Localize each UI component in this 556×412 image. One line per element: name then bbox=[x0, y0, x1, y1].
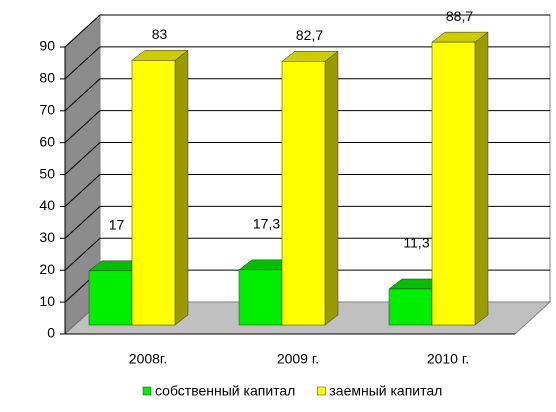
y-tick-label: 40 bbox=[39, 197, 55, 213]
value-label: 88,7 bbox=[446, 8, 473, 24]
grid-line-side bbox=[64, 142, 101, 175]
bar bbox=[281, 61, 326, 326]
value-label: 11,3 bbox=[403, 235, 429, 251]
grid-line-side bbox=[64, 205, 101, 239]
legend-swatch bbox=[317, 386, 326, 396]
y-tick-label: 70 bbox=[39, 101, 55, 117]
x-tick-label: 2009 г. bbox=[277, 351, 319, 367]
y-tick-label: 20 bbox=[39, 261, 55, 277]
bar bbox=[131, 60, 176, 326]
grid-line-side bbox=[64, 237, 101, 271]
y-tick-label: 0 bbox=[47, 325, 55, 341]
y-tick-label: 60 bbox=[39, 133, 55, 149]
bar bbox=[88, 270, 133, 326]
grid-line-side bbox=[64, 14, 101, 48]
legend-swatch bbox=[142, 386, 152, 396]
x-tick-label: 2010 г. bbox=[427, 351, 469, 367]
bar-side bbox=[174, 49, 189, 326]
value-label: 82,7 bbox=[296, 27, 323, 43]
grid-line-side bbox=[64, 110, 101, 144]
y-tick-label: 50 bbox=[39, 165, 55, 181]
bar-side bbox=[324, 50, 339, 326]
bar bbox=[388, 288, 433, 326]
bar bbox=[238, 269, 283, 326]
y-tick-label: 30 bbox=[39, 229, 55, 245]
legend-label: заемный капитал bbox=[329, 383, 442, 399]
y-tick-label: 80 bbox=[39, 70, 55, 86]
grid-line-side bbox=[64, 78, 101, 112]
y-tick-label: 10 bbox=[39, 293, 55, 309]
grid-line-side bbox=[64, 174, 101, 207]
value-label: 17 bbox=[109, 216, 125, 232]
x-tick-label: 2008г. bbox=[129, 351, 167, 367]
grid-line-side bbox=[64, 46, 101, 80]
legend-label: собственный капитал bbox=[155, 383, 295, 399]
bar-side bbox=[474, 31, 489, 326]
value-label: 17,3 bbox=[253, 216, 280, 232]
value-label: 83 bbox=[152, 26, 168, 42]
y-tick-label: 90 bbox=[39, 38, 55, 54]
bar bbox=[431, 41, 476, 326]
